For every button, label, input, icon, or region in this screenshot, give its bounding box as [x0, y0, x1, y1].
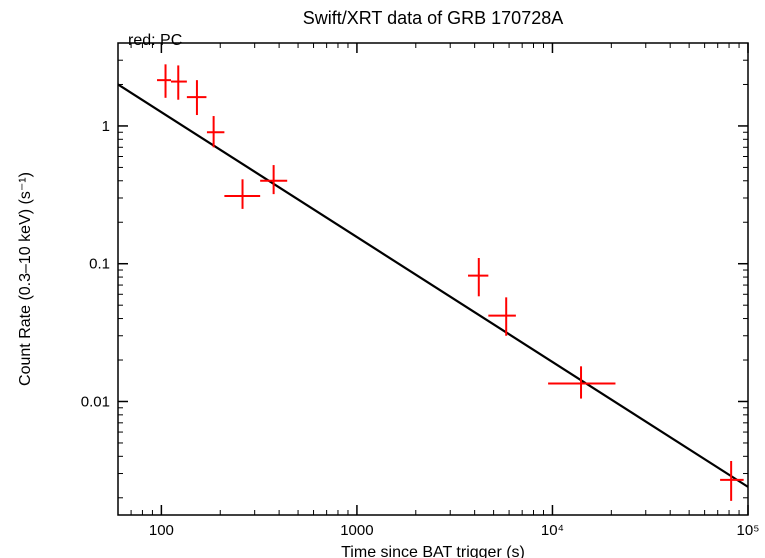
chart-title: Swift/XRT data of GRB 170728A	[303, 8, 563, 28]
xtick-label: 10⁴	[541, 522, 564, 539]
legend-text: red: PC	[128, 32, 182, 49]
y-axis-label: Count Rate (0.3–10 keV) (s⁻¹)	[17, 172, 34, 386]
xtick-label: 1000	[340, 522, 373, 539]
chart-container: 100 1000 10⁴ 10⁵ 0.01 0.1 1 Swift/XRT data of G…	[0, 0, 765, 558]
xtick-label: 10⁵	[737, 522, 760, 539]
ytick-label: 0.01	[81, 393, 110, 410]
xtick-label: 100	[149, 522, 174, 539]
ytick-label: 1	[102, 118, 110, 135]
x-axis-label: Time since BAT trigger (s)	[341, 544, 525, 558]
ytick-label: 0.1	[89, 256, 110, 273]
chart-bg	[0, 0, 765, 558]
chart-svg: 100 1000 10⁴ 10⁵ 0.01 0.1 1 Swift/XRT data of G…	[0, 0, 765, 558]
